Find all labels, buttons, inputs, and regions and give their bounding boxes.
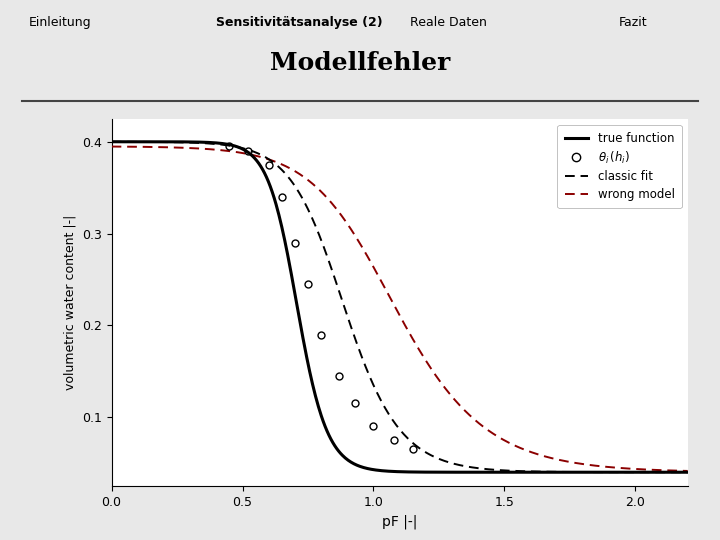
Text: Sensitivitätsanalyse (2): Sensitivitätsanalyse (2) bbox=[216, 16, 382, 30]
Text: Reale Daten: Reale Daten bbox=[410, 16, 487, 30]
Y-axis label: volumetric water content |-|: volumetric water content |-| bbox=[63, 215, 76, 390]
Text: Fazit: Fazit bbox=[619, 16, 648, 30]
Text: Modellfehler: Modellfehler bbox=[270, 51, 450, 75]
Text: Einleitung: Einleitung bbox=[29, 16, 91, 30]
X-axis label: pF |-|: pF |-| bbox=[382, 514, 418, 529]
Legend: true function, $\theta_i\,(h_i)$, classic fit, wrong model: true function, $\theta_i\,(h_i)$, classi… bbox=[557, 125, 682, 208]
